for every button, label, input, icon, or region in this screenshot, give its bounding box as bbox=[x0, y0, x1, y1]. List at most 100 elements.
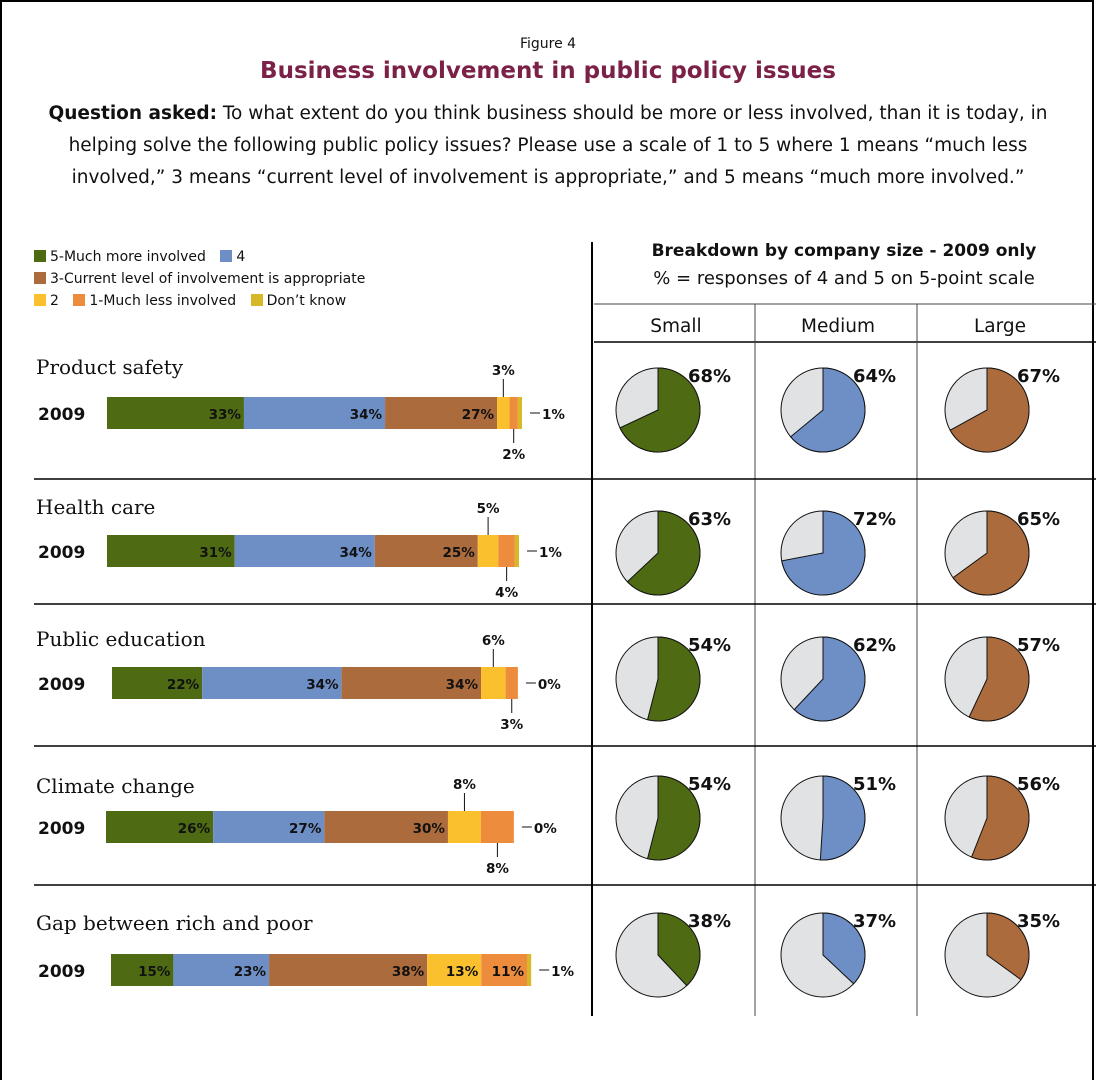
bar-segment bbox=[213, 811, 325, 843]
bar-segment bbox=[497, 397, 510, 429]
bar-value-label: 11% bbox=[492, 964, 525, 980]
pie-value-label: 63% bbox=[688, 509, 731, 530]
bar-value-label: 4% bbox=[495, 585, 518, 601]
bar-segment bbox=[427, 954, 482, 986]
bar-value-label: 34% bbox=[446, 677, 479, 693]
pie-slice bbox=[646, 775, 701, 861]
bar-value-label: 5% bbox=[477, 501, 500, 517]
bar-value-label: 26% bbox=[178, 821, 211, 837]
figure-label: Figure 4 bbox=[519, 36, 577, 52]
bar-segment bbox=[107, 397, 244, 429]
legend-item: 5-Much more involved bbox=[34, 249, 206, 265]
year-label: 2009 bbox=[38, 675, 85, 695]
pie-value-label: 56% bbox=[1017, 774, 1060, 795]
pie-slice bbox=[952, 510, 1030, 596]
bar-segment bbox=[202, 667, 342, 699]
pie-slice bbox=[781, 510, 866, 596]
pie-slice bbox=[789, 367, 866, 453]
legend-swatch bbox=[34, 294, 46, 306]
bar-value-label: 13% bbox=[446, 964, 479, 980]
pie-slice bbox=[970, 775, 1030, 861]
legend-swatch bbox=[250, 294, 263, 306]
bar-value-label: 8% bbox=[453, 777, 476, 793]
bar-segment bbox=[341, 667, 481, 699]
pie-value-label: 35% bbox=[1017, 911, 1060, 932]
bar-segment bbox=[509, 397, 518, 429]
breakdown-subtitle: % = responses of 4 and 5 on 5-point scal… bbox=[653, 268, 1035, 289]
bar-value-label: 34% bbox=[306, 677, 339, 693]
legend-swatch bbox=[73, 294, 86, 306]
bar-value-label: 15% bbox=[138, 964, 171, 980]
pie-value-label: 67% bbox=[1017, 366, 1060, 387]
legend-item: 3-Current level of involvement is approp… bbox=[34, 271, 365, 287]
bar-segment bbox=[107, 535, 235, 567]
bar-value-label: 8% bbox=[486, 861, 509, 877]
year-label: 2009 bbox=[38, 543, 85, 563]
bar-segment bbox=[505, 667, 518, 699]
legend: 5-Much more involved 4 3-Current level o… bbox=[34, 246, 375, 312]
legend-item: 4 bbox=[220, 249, 245, 265]
legend-label: 1-Much less involved bbox=[89, 293, 237, 309]
legend-label: 4 bbox=[236, 249, 246, 265]
bar-segment bbox=[498, 535, 515, 567]
bar-segment bbox=[243, 397, 386, 429]
pie-value-label: 65% bbox=[1017, 509, 1060, 530]
bar-value-label: 2% bbox=[502, 447, 525, 463]
question-body: To what extent do you think business sho… bbox=[68, 103, 1048, 188]
bar-segment bbox=[517, 397, 522, 429]
pie-value-label: 62% bbox=[853, 635, 896, 656]
bar-value-label: 30% bbox=[413, 821, 446, 837]
bar-segment bbox=[481, 954, 527, 986]
pie-value-label: 68% bbox=[688, 366, 731, 387]
legend-swatch bbox=[34, 250, 46, 262]
column-header-large: Large bbox=[973, 316, 1027, 337]
bar-value-label: 23% bbox=[234, 964, 267, 980]
bar-value-label: 34% bbox=[350, 407, 383, 423]
breakdown-title: Breakdown by company size - 2009 only bbox=[651, 241, 1037, 261]
pie-value-label: 72% bbox=[853, 509, 896, 530]
bar-value-label: 31% bbox=[199, 545, 232, 561]
legend-label: 5-Much more involved bbox=[50, 249, 206, 265]
pie-slice bbox=[657, 912, 701, 987]
bar-value-label: 3% bbox=[500, 717, 523, 733]
issue-title: Health care bbox=[36, 495, 155, 519]
year-label: 2009 bbox=[38, 962, 85, 982]
bar-value-label: 34% bbox=[339, 545, 372, 561]
bar-value-label: 38% bbox=[392, 964, 425, 980]
issue-title: Product safety bbox=[36, 355, 184, 379]
issue-title: Public education bbox=[36, 627, 206, 651]
legend-label: 2 bbox=[50, 293, 59, 309]
bar-segment bbox=[527, 954, 532, 986]
issue-title: Gap between rich and poor bbox=[36, 911, 313, 935]
pie-value-label: 64% bbox=[853, 366, 896, 387]
bar-value-label: 33% bbox=[209, 407, 242, 423]
bar-value-label: 1% bbox=[539, 545, 562, 561]
bar-segment bbox=[234, 535, 375, 567]
pie-slice bbox=[949, 367, 1030, 453]
question-lead: Question asked: bbox=[48, 103, 217, 124]
bar-value-label: 1% bbox=[551, 964, 574, 980]
column-header-medium: Medium bbox=[801, 316, 875, 337]
legend-swatch bbox=[34, 272, 46, 284]
bar-segment bbox=[269, 954, 428, 986]
bar-value-label: 27% bbox=[462, 407, 495, 423]
year-label: 2009 bbox=[38, 819, 85, 839]
pie-value-label: 57% bbox=[1017, 635, 1060, 656]
bar-value-label: 22% bbox=[167, 677, 200, 693]
pie-slice bbox=[822, 912, 866, 985]
bar-segment bbox=[111, 954, 174, 986]
legend-label: 3-Current level of involvement is approp… bbox=[50, 271, 366, 287]
legend-swatch bbox=[220, 250, 233, 262]
legend-label: Don’t know bbox=[266, 293, 347, 309]
pie-slice bbox=[646, 636, 701, 722]
pie-slice bbox=[819, 775, 866, 861]
bar-segment bbox=[374, 535, 478, 567]
bar-segment bbox=[385, 397, 498, 429]
pie-value-label: 51% bbox=[853, 774, 896, 795]
pie-slice bbox=[793, 636, 866, 722]
pie-slice bbox=[619, 367, 701, 453]
chart-title: Business involvement in public policy is… bbox=[260, 58, 836, 84]
year-label: 2009 bbox=[38, 405, 85, 425]
